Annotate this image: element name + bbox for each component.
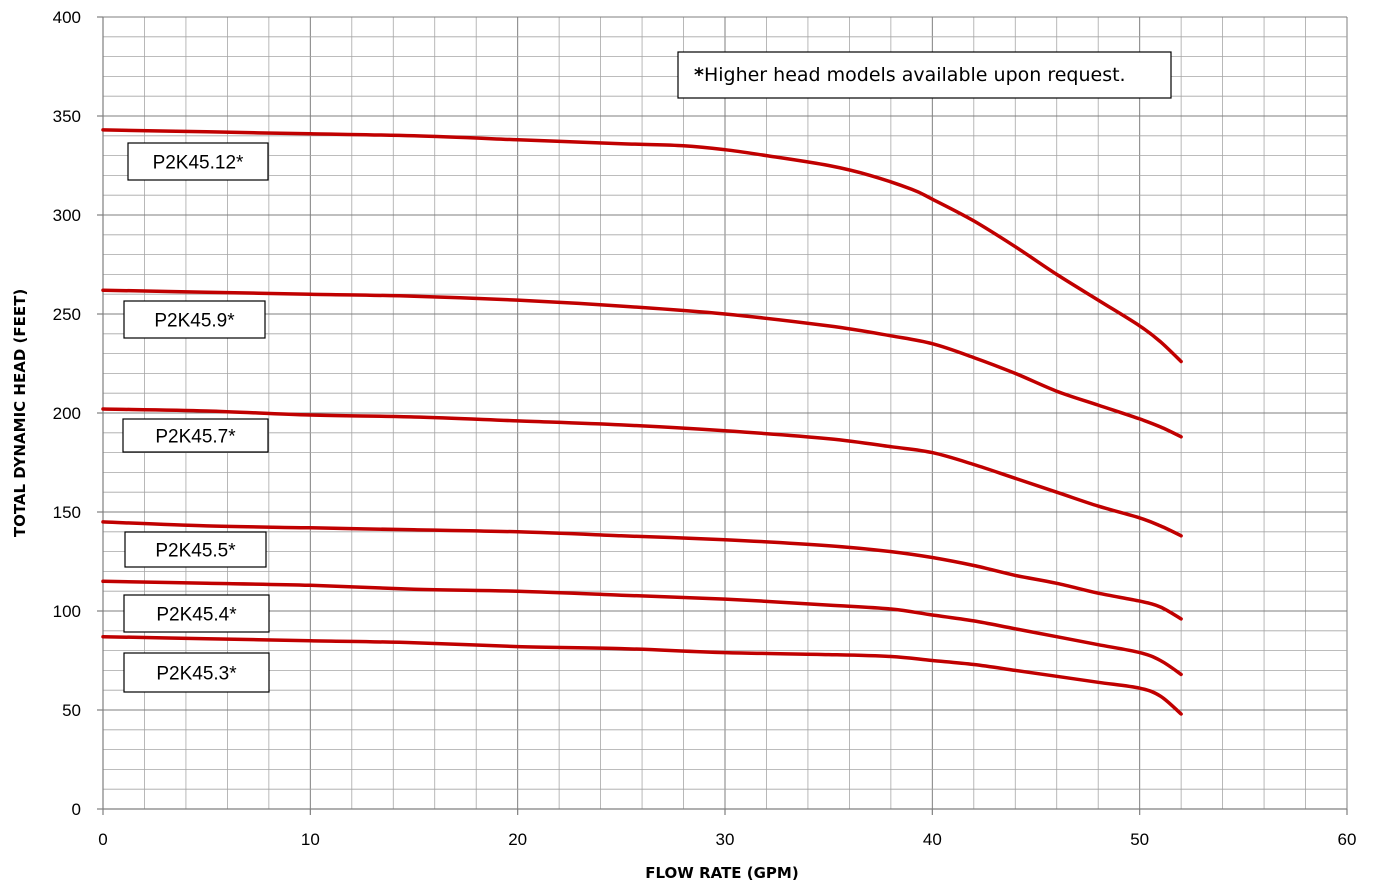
y-tick-label: 250 — [53, 305, 81, 324]
grid-lines — [102, 16, 1348, 810]
y-tick-label: 300 — [53, 206, 81, 225]
series-line-1 — [101, 128, 1183, 364]
y-tick-label: 400 — [53, 8, 81, 27]
annotation-frame — [677, 51, 1172, 99]
series-label-box — [124, 531, 267, 568]
series-label-text: P2K45.3* — [156, 664, 237, 685]
series-line-5 — [101, 579, 1183, 677]
series-label-box — [127, 142, 269, 181]
x-tick-label: 0 — [98, 830, 107, 849]
x-axis-title: FLOW RATE (GPM) — [645, 864, 798, 882]
annotation-box: *Higher head models available upon reque… — [677, 51, 1172, 99]
series-label-box — [123, 594, 270, 633]
annotation-asterisk: * — [694, 64, 704, 86]
x-tick-label: 40 — [923, 830, 942, 849]
series-label-3: P2K45.7* — [122, 418, 269, 453]
series-label-text: P2K45.9* — [154, 311, 235, 332]
x-tick-label: 30 — [716, 830, 735, 849]
y-tick-label: 200 — [53, 404, 81, 423]
y-tick-label: 150 — [53, 503, 81, 522]
series-label-text: P2K45.12* — [153, 153, 244, 174]
series-label-text: P2K45.7* — [155, 427, 236, 448]
annotation-message: Higher head models available upon reques… — [704, 64, 1126, 86]
x-tick-label: 20 — [508, 830, 527, 849]
series-line-2 — [101, 288, 1183, 439]
y-tick-label: 100 — [53, 602, 81, 621]
series-label-box — [123, 652, 270, 693]
series-line-4 — [101, 520, 1183, 621]
y-axis-title: TOTAL DYNAMIC HEAD (FEET) — [11, 289, 29, 537]
y-tick-label: 350 — [53, 107, 81, 126]
x-tick-label: 10 — [301, 830, 320, 849]
x-tick-label: 50 — [1130, 830, 1149, 849]
y-tick-label: 50 — [62, 701, 81, 720]
annotation-text: *Higher head models available upon reque… — [694, 64, 1126, 86]
series-label-2: P2K45.9* — [123, 300, 266, 339]
x-tick-label: 60 — [1338, 830, 1357, 849]
series-line-3 — [101, 407, 1183, 538]
series-label-text: P2K45.4* — [156, 605, 237, 626]
y-tick-label: 0 — [72, 800, 81, 819]
series-lines — [101, 128, 1183, 716]
series-label-4: P2K45.5* — [124, 531, 267, 568]
series-label-6: P2K45.3* — [123, 652, 270, 693]
tick-labels: 0 10 20 30 40 50 60 0 50 100 150 200 250 300 350 400 — [53, 8, 1357, 849]
series-labels: P2K45.12* P2K45.9* P2K45.7* P2K45.5* P2K45.4… — [122, 142, 270, 693]
series-label-box — [123, 300, 266, 339]
series-label-5: P2K45.4* — [123, 594, 270, 633]
series-label-box — [122, 418, 269, 453]
axes — [97, 16, 1348, 815]
series-label-text: P2K45.5* — [155, 541, 236, 562]
series-line-6 — [101, 634, 1183, 716]
series-label-1: P2K45.12* — [127, 142, 269, 181]
